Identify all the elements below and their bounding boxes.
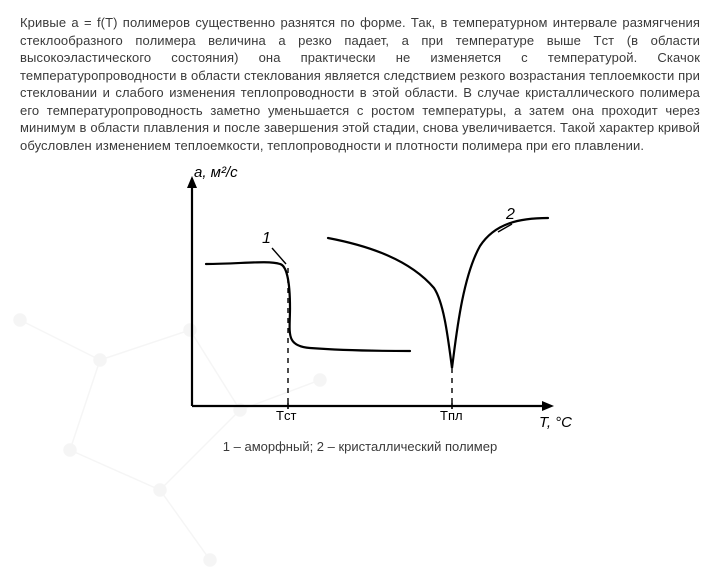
chart-caption: 1 – аморфный; 2 – кристаллический полиме… (20, 439, 700, 454)
x-tick-tpl: Tпл (440, 408, 463, 423)
curve-1-label: 1 (262, 230, 271, 248)
x-axis-label: T, °C (539, 414, 572, 431)
thermal-diffusivity-chart: a, м²/с T, °C 1 2 Tст Tпл (150, 168, 570, 433)
x-tick-tst: Tст (276, 408, 296, 423)
curve-2-label: 2 (506, 206, 515, 224)
main-paragraph: Кривые a = f(T) полимеров существенно ра… (20, 14, 700, 154)
y-axis-label: a, м²/с (194, 164, 238, 181)
